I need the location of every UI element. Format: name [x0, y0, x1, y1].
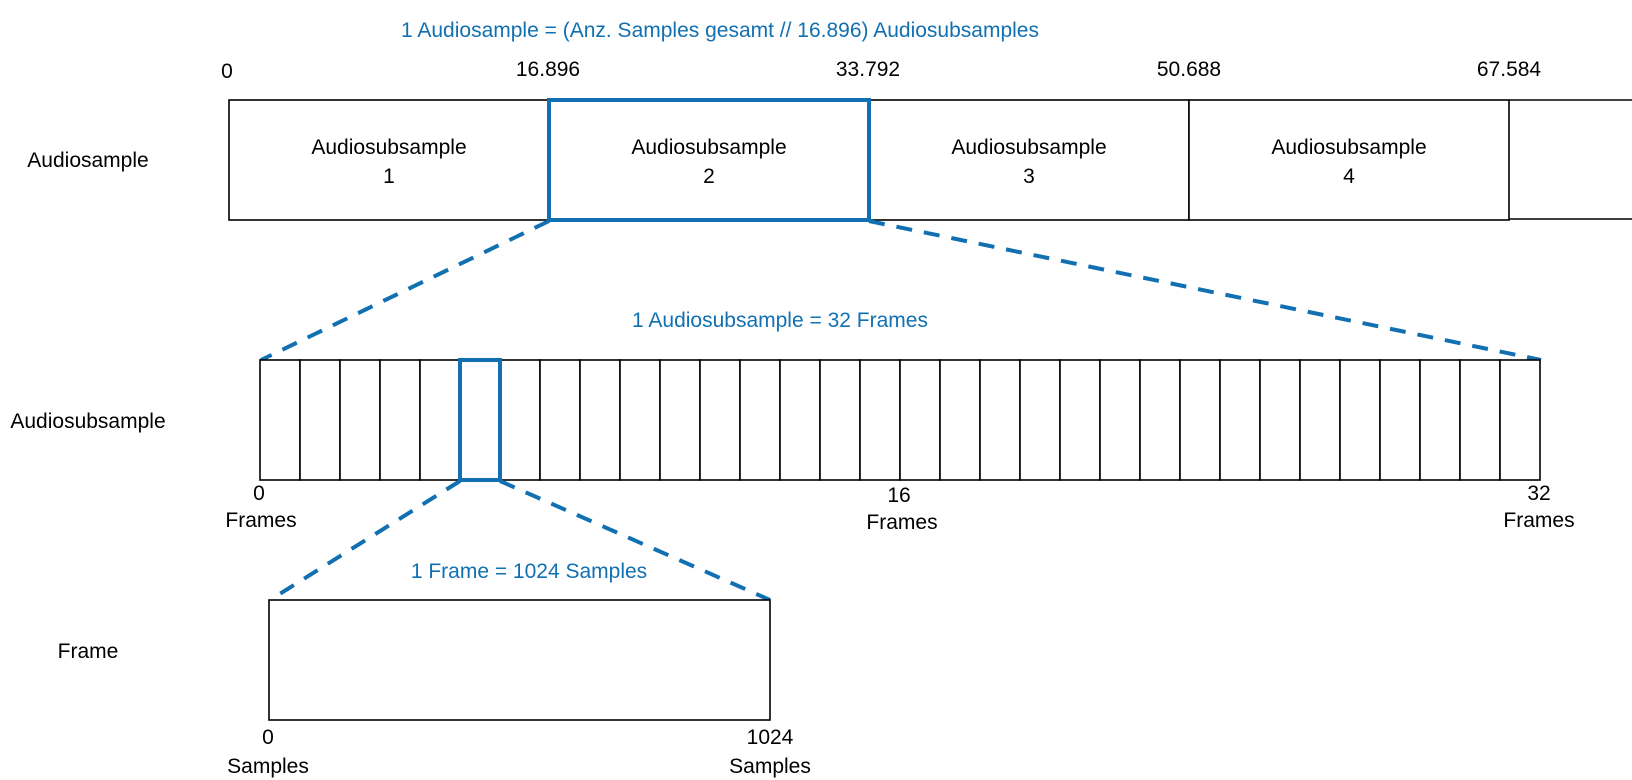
frame-cell-3	[339, 359, 381, 481]
subsample-box-continuation	[1509, 99, 1632, 220]
sample-tick-0: 0	[262, 726, 274, 749]
frame-cell-32	[1499, 359, 1541, 481]
subsample-box-2	[548, 99, 870, 221]
subsample-highlight	[547, 98, 871, 222]
frame-cell-4	[379, 359, 421, 481]
frame-cell-27	[1299, 359, 1341, 481]
frame-cell-26	[1259, 359, 1301, 481]
subsample-1-name: Audiosubsample	[311, 136, 466, 159]
frame-tick-16: 16	[887, 484, 910, 507]
frame-cell-14	[779, 359, 821, 481]
row-label-audiosample: Audiosample	[27, 149, 148, 172]
frame-tick-0: 0	[253, 482, 265, 505]
frame-cell-17	[899, 359, 941, 481]
frame-cell-12	[699, 359, 741, 481]
frame-cell-11	[659, 359, 701, 481]
frame-tick-32: 32	[1527, 482, 1550, 505]
frame-cell-1	[259, 359, 301, 481]
subsample-2-index: 2	[703, 165, 715, 188]
row-label-audiosubsample: Audiosubsample	[10, 410, 165, 433]
frame-cell-29	[1379, 359, 1421, 481]
top-tick-4: 67.584	[1477, 58, 1542, 81]
frame-cell-10	[619, 359, 661, 481]
frame-cell-13	[739, 359, 781, 481]
frame-cell-6	[459, 359, 501, 481]
sample-unit-0: Samples	[227, 755, 309, 778]
frame-cell-31	[1459, 359, 1501, 481]
frame-cell-19	[979, 359, 1021, 481]
zoom-line-right	[868, 219, 1542, 362]
frame-cell-30	[1419, 359, 1461, 481]
frame-unit-16: Frames	[866, 511, 937, 534]
zoom-line-frame-right	[499, 479, 771, 602]
sample-tick-end: 1024	[747, 726, 794, 749]
zoom-line-frame-left	[268, 479, 462, 602]
frame-cell-24	[1179, 359, 1221, 481]
frame-unit-0: Frames	[225, 509, 296, 532]
subsample-3-index: 3	[1023, 165, 1035, 188]
frame-cell-5	[419, 359, 461, 481]
frame-cell-8	[539, 359, 581, 481]
top-tick-2: 33.792	[836, 58, 900, 81]
frame-cell-9	[579, 359, 621, 481]
subsample-4-name: Audiosubsample	[1271, 136, 1426, 159]
top-tick-0: 0	[221, 60, 233, 83]
frame-cell-28	[1339, 359, 1381, 481]
frame-cell-15	[819, 359, 861, 481]
frame-cell-23	[1139, 359, 1181, 481]
zoom-line-left	[260, 219, 550, 362]
low-caption: 1 Frame = 1024 Samples	[411, 560, 647, 583]
subsample-2-name: Audiosubsample	[631, 136, 786, 159]
frame-cell-22	[1099, 359, 1141, 481]
frames-row	[259, 359, 1541, 481]
subsample-box-1	[228, 99, 550, 221]
sample-unit-end: Samples	[729, 755, 811, 778]
row-label-frame: Frame	[58, 640, 119, 663]
frame-cell-16	[859, 359, 901, 481]
subsample-3-name: Audiosubsample	[951, 136, 1106, 159]
subsample-box-3	[868, 99, 1190, 221]
subsample-1-index: 1	[383, 165, 395, 188]
top-tick-3: 50.688	[1157, 58, 1221, 81]
top-tick-1: 16.896	[516, 58, 580, 81]
subsample-4-index: 4	[1343, 165, 1355, 188]
frame-highlight	[458, 358, 502, 482]
frame-cell-25	[1219, 359, 1261, 481]
subsample-box-4	[1188, 99, 1510, 221]
frame-box	[268, 599, 771, 721]
frame-cell-20	[1019, 359, 1061, 481]
top-caption: 1 Audiosample = (Anz. Samples gesamt // …	[401, 19, 1039, 42]
frame-unit-32: Frames	[1503, 509, 1574, 532]
frame-cell-2	[299, 359, 341, 481]
mid-caption: 1 Audiosubsample = 32 Frames	[632, 309, 928, 332]
frame-cell-7	[499, 359, 541, 481]
frame-cell-18	[939, 359, 981, 481]
frame-cell-21	[1059, 359, 1101, 481]
